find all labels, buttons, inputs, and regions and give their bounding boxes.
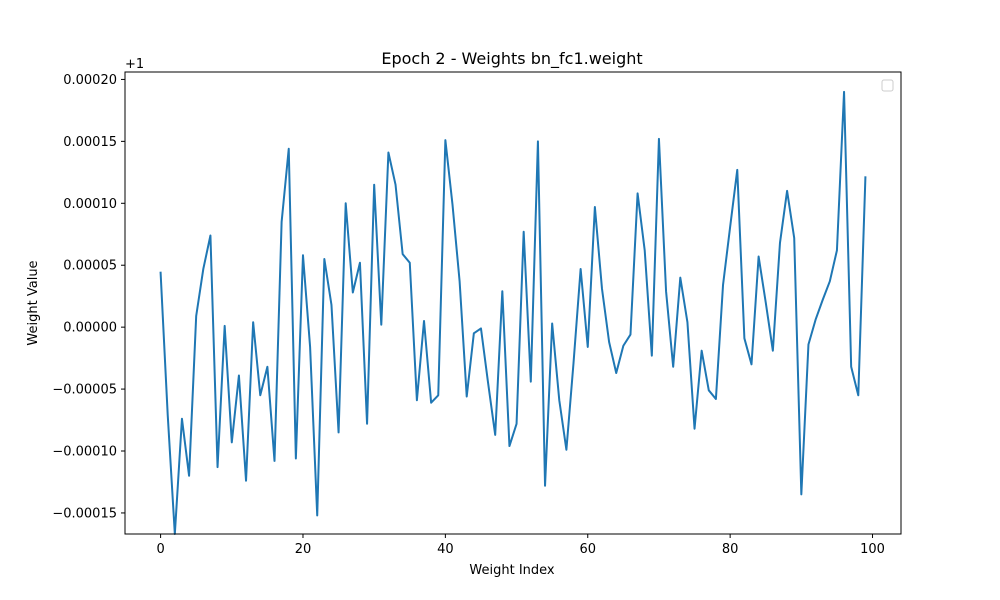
y-tick-label: 0.00005 (63, 259, 117, 274)
y-tick-label: 0.00010 (63, 197, 117, 212)
x-tick-label: 80 (722, 542, 739, 557)
legend-box (881, 79, 894, 92)
plot-area (159, 90, 867, 535)
axes-frame (124, 71, 902, 535)
x-axis-label: Weight Index (469, 563, 555, 578)
y-tick-label: 0.00000 (63, 321, 117, 336)
y-tick-label: −0.00010 (52, 445, 117, 460)
y-tick-label: 0.00020 (63, 73, 117, 88)
series-line-0 (159, 90, 867, 535)
x-tick-label: 60 (579, 542, 596, 557)
y-tick-label: −0.00005 (52, 383, 117, 398)
x-tick-label: 40 (437, 542, 454, 557)
x-tick-label: 20 (295, 542, 312, 557)
chart-title: Epoch 2 - Weights bn_fc1.weight (381, 49, 642, 69)
y-tick-label: −0.00015 (52, 506, 117, 521)
x-tick-label: 100 (860, 542, 885, 557)
y-offset-label: +1 (125, 57, 144, 72)
y-axis-ticks: −0.00015 −0.00010 −0.00005 0.00000 0.00005 0.… (52, 73, 125, 521)
y-axis-label: Weight Value (26, 260, 41, 345)
x-axis-ticks: 0 20 40 60 80 100 (156, 534, 885, 557)
x-tick-label: 0 (156, 542, 164, 557)
y-tick-label: 0.00015 (63, 135, 117, 150)
